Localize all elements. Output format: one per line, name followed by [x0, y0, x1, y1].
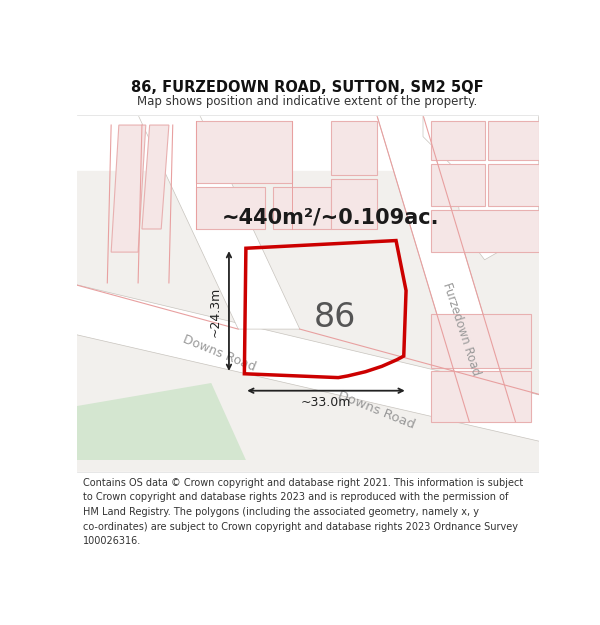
Polygon shape: [431, 121, 485, 160]
Text: 100026316.: 100026316.: [83, 536, 141, 546]
Polygon shape: [111, 125, 146, 252]
Text: Contains OS data © Crown copyright and database right 2021. This information is : Contains OS data © Crown copyright and d…: [83, 478, 523, 488]
Polygon shape: [138, 115, 300, 329]
Polygon shape: [273, 187, 331, 229]
Polygon shape: [431, 210, 539, 252]
Text: Map shows position and indicative extent of the property.: Map shows position and indicative extent…: [137, 94, 478, 108]
Text: 86: 86: [313, 301, 356, 334]
Polygon shape: [431, 314, 531, 368]
Bar: [77, 471, 539, 556]
Polygon shape: [196, 121, 292, 182]
Text: co-ordinates) are subject to Crown copyright and database rights 2023 Ordnance S: co-ordinates) are subject to Crown copyr…: [83, 522, 518, 532]
Bar: [77, 171, 539, 516]
Text: to Crown copyright and database rights 2023 and is reproduced with the permissio: to Crown copyright and database rights 2…: [83, 492, 508, 502]
Polygon shape: [431, 164, 485, 206]
Polygon shape: [431, 371, 531, 421]
Polygon shape: [69, 283, 554, 444]
Text: HM Land Registry. The polygons (including the associated geometry, namely x, y: HM Land Registry. The polygons (includin…: [83, 507, 479, 517]
Polygon shape: [377, 115, 515, 421]
Text: ~440m²/~0.109ac.: ~440m²/~0.109ac.: [222, 208, 439, 227]
Text: ~24.3m: ~24.3m: [209, 286, 221, 336]
Polygon shape: [331, 121, 377, 175]
Polygon shape: [196, 187, 265, 229]
Text: Downs Road: Downs Road: [337, 389, 417, 431]
Text: ~33.0m: ~33.0m: [301, 396, 351, 409]
Polygon shape: [331, 179, 377, 229]
Text: 86, FURZEDOWN ROAD, SUTTON, SM2 5QF: 86, FURZEDOWN ROAD, SUTTON, SM2 5QF: [131, 80, 484, 95]
Polygon shape: [488, 164, 539, 206]
Polygon shape: [488, 121, 539, 160]
Polygon shape: [77, 383, 246, 460]
Polygon shape: [142, 125, 169, 229]
Text: Furzedown Road: Furzedown Road: [440, 281, 482, 378]
Polygon shape: [423, 115, 539, 260]
Bar: [77, 75, 539, 115]
Text: Downs Road: Downs Road: [181, 333, 257, 374]
